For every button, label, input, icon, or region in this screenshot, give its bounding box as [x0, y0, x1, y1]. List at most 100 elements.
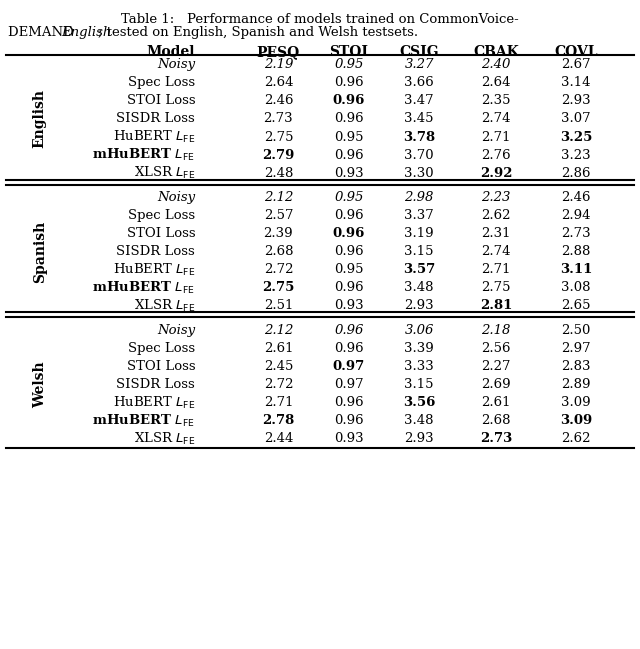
Text: 2.71: 2.71 [264, 396, 293, 409]
Text: 2.67: 2.67 [561, 58, 591, 71]
Text: 2.45: 2.45 [264, 360, 293, 373]
Text: 2.51: 2.51 [264, 299, 293, 312]
Text: 0.95: 0.95 [334, 191, 364, 204]
Text: 2.62: 2.62 [481, 209, 511, 222]
Text: Spec Loss: Spec Loss [128, 209, 195, 222]
Text: 2.94: 2.94 [561, 209, 591, 222]
Text: 2.18: 2.18 [481, 324, 511, 337]
Text: 2.73: 2.73 [264, 112, 293, 125]
Text: 2.81: 2.81 [480, 299, 512, 312]
Text: 0.96: 0.96 [334, 342, 364, 355]
Text: XLSR $L_{\mathsf{FE}}$: XLSR $L_{\mathsf{FE}}$ [134, 165, 195, 181]
Text: 3.14: 3.14 [561, 77, 591, 90]
Text: 2.79: 2.79 [262, 149, 294, 162]
Text: 2.65: 2.65 [561, 299, 591, 312]
Text: CSIG: CSIG [399, 45, 439, 60]
Text: 3.48: 3.48 [404, 281, 434, 295]
Text: STOI Loss: STOI Loss [127, 94, 195, 108]
Text: 3.06: 3.06 [404, 324, 434, 337]
Text: Spanish: Spanish [33, 221, 47, 283]
Text: 2.97: 2.97 [561, 342, 591, 355]
Text: CBAK: CBAK [473, 45, 519, 60]
Text: 0.96: 0.96 [333, 227, 365, 240]
Text: 2.61: 2.61 [481, 396, 511, 409]
Text: 2.72: 2.72 [264, 263, 293, 276]
Text: 2.68: 2.68 [481, 414, 511, 427]
Text: COVL: COVL [554, 45, 598, 60]
Text: HuBERT $L_{\mathsf{FE}}$: HuBERT $L_{\mathsf{FE}}$ [113, 129, 195, 145]
Text: 0.97: 0.97 [334, 378, 364, 391]
Text: DEMAND: DEMAND [8, 26, 78, 39]
Text: 3.56: 3.56 [403, 396, 435, 409]
Text: Spec Loss: Spec Loss [128, 342, 195, 355]
Text: 2.68: 2.68 [264, 245, 293, 258]
Text: SISDR Loss: SISDR Loss [116, 378, 195, 391]
Text: 2.93: 2.93 [561, 94, 591, 108]
Text: 2.73: 2.73 [561, 227, 591, 240]
Text: 0.96: 0.96 [334, 245, 364, 258]
Text: 2.76: 2.76 [481, 149, 511, 162]
Text: 3.57: 3.57 [403, 263, 435, 276]
Text: 2.88: 2.88 [561, 245, 591, 258]
Text: 2.71: 2.71 [481, 263, 511, 276]
Text: 2.31: 2.31 [481, 227, 511, 240]
Text: 2.39: 2.39 [264, 227, 293, 240]
Text: 0.96: 0.96 [334, 149, 364, 162]
Text: 2.56: 2.56 [481, 342, 511, 355]
Text: English: English [61, 26, 112, 39]
Text: English: English [33, 90, 47, 149]
Text: Table 1:   Performance of models trained on CommonVoice-: Table 1: Performance of models trained o… [121, 13, 519, 26]
Text: STOI Loss: STOI Loss [127, 360, 195, 373]
Text: 0.95: 0.95 [334, 263, 364, 276]
Text: 2.78: 2.78 [262, 414, 294, 427]
Text: 3.15: 3.15 [404, 245, 434, 258]
Text: 3.23: 3.23 [561, 149, 591, 162]
Text: 2.93: 2.93 [404, 299, 434, 312]
Text: 3.08: 3.08 [561, 281, 591, 295]
Text: mHuBERT $L_{\mathsf{FE}}$: mHuBERT $L_{\mathsf{FE}}$ [92, 280, 195, 296]
Text: 2.71: 2.71 [481, 130, 511, 143]
Text: 2.75: 2.75 [264, 130, 293, 143]
Text: PESQ: PESQ [257, 45, 300, 60]
Text: 0.96: 0.96 [333, 94, 365, 108]
Text: 3.09: 3.09 [561, 396, 591, 409]
Text: 2.89: 2.89 [561, 378, 591, 391]
Text: 3.48: 3.48 [404, 414, 434, 427]
Text: 3.19: 3.19 [404, 227, 434, 240]
Text: 2.61: 2.61 [264, 342, 293, 355]
Text: 2.74: 2.74 [481, 245, 511, 258]
Text: XLSR $L_{\mathsf{FE}}$: XLSR $L_{\mathsf{FE}}$ [134, 430, 195, 447]
Text: 2.46: 2.46 [561, 191, 591, 204]
Text: 3.70: 3.70 [404, 149, 434, 162]
Text: STOI Loss: STOI Loss [127, 227, 195, 240]
Text: 2.86: 2.86 [561, 167, 591, 180]
Text: XLSR $L_{\mathsf{FE}}$: XLSR $L_{\mathsf{FE}}$ [134, 298, 195, 314]
Text: 0.93: 0.93 [334, 299, 364, 312]
Text: 3.15: 3.15 [404, 378, 434, 391]
Text: 2.23: 2.23 [481, 191, 511, 204]
Text: mHuBERT $L_{\mathsf{FE}}$: mHuBERT $L_{\mathsf{FE}}$ [92, 147, 195, 163]
Text: Welsh: Welsh [33, 361, 47, 408]
Text: 0.96: 0.96 [334, 112, 364, 125]
Text: 2.69: 2.69 [481, 378, 511, 391]
Text: Noisy: Noisy [157, 191, 195, 204]
Text: 0.96: 0.96 [334, 414, 364, 427]
Text: 2.75: 2.75 [481, 281, 511, 295]
Text: 2.35: 2.35 [481, 94, 511, 108]
Text: 0.93: 0.93 [334, 167, 364, 180]
Text: 2.50: 2.50 [561, 324, 591, 337]
Text: SISDR Loss: SISDR Loss [116, 245, 195, 258]
Text: 2.62: 2.62 [561, 432, 591, 445]
Text: 3.07: 3.07 [561, 112, 591, 125]
Text: 0.96: 0.96 [334, 77, 364, 90]
Text: 2.93: 2.93 [404, 432, 434, 445]
Text: Model: Model [147, 45, 195, 60]
Text: 0.93: 0.93 [334, 432, 364, 445]
Text: 2.98: 2.98 [404, 191, 434, 204]
Text: 3.11: 3.11 [560, 263, 592, 276]
Text: 2.75: 2.75 [262, 281, 294, 295]
Text: HuBERT $L_{\mathsf{FE}}$: HuBERT $L_{\mathsf{FE}}$ [113, 262, 195, 278]
Text: 2.46: 2.46 [264, 94, 293, 108]
Text: 2.19: 2.19 [264, 58, 293, 71]
Text: 3.39: 3.39 [404, 342, 434, 355]
